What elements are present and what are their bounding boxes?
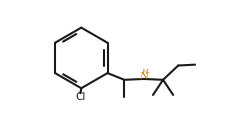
Text: H: H — [141, 68, 148, 76]
Text: N: N — [140, 72, 149, 81]
Text: Cl: Cl — [75, 92, 86, 102]
